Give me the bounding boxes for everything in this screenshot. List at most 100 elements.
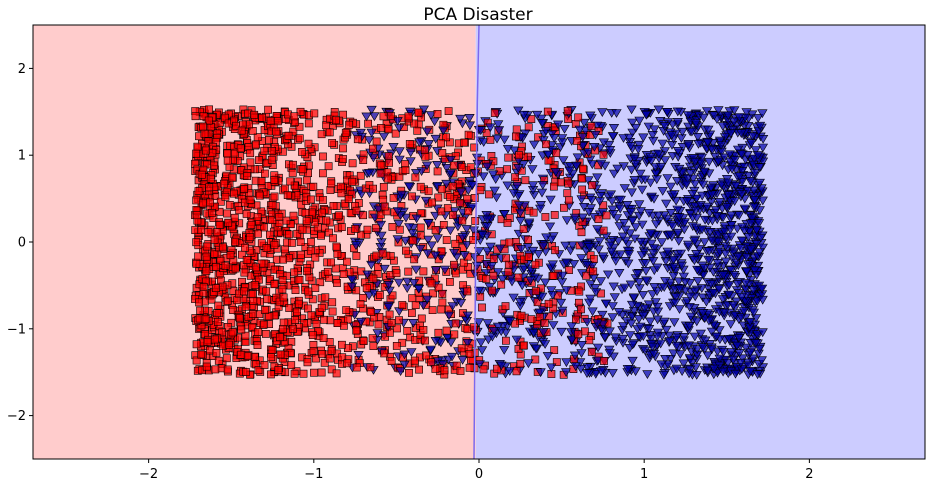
point-square — [194, 252, 202, 261]
point-triangle — [736, 190, 747, 199]
point-triangle — [437, 360, 449, 369]
point-triangle — [369, 112, 380, 122]
point-square — [228, 328, 237, 337]
point-triangle — [561, 358, 572, 368]
point-triangle — [493, 126, 505, 135]
point-square — [249, 309, 257, 318]
point-triangle — [541, 233, 552, 243]
point-square — [401, 246, 410, 255]
point-square — [267, 353, 276, 362]
point-triangle — [608, 210, 619, 219]
point-square — [215, 221, 224, 229]
point-square — [521, 176, 530, 185]
point-triangle — [725, 129, 736, 139]
point-square — [298, 165, 307, 174]
point-square — [303, 267, 311, 276]
point-triangle — [717, 295, 729, 304]
point-triangle — [532, 110, 543, 120]
point-square — [445, 277, 454, 286]
point-triangle — [396, 190, 407, 200]
point-square — [236, 144, 245, 153]
point-square — [379, 183, 388, 191]
point-triangle — [607, 132, 619, 142]
point-square — [292, 307, 301, 316]
point-square — [270, 176, 279, 184]
point-triangle — [607, 302, 618, 311]
point-triangle — [708, 364, 720, 374]
point-square — [416, 182, 425, 191]
point-triangle — [666, 131, 677, 140]
point-triangle — [584, 298, 595, 308]
point-square — [438, 149, 447, 157]
point-triangle — [625, 142, 636, 151]
point-triangle — [636, 251, 648, 260]
point-triangle — [729, 270, 740, 280]
point-square — [205, 105, 213, 114]
point-square — [449, 211, 457, 219]
point-square — [375, 291, 384, 299]
point-triangle — [701, 297, 712, 307]
point-triangle — [697, 191, 708, 201]
point-square — [544, 299, 553, 308]
point-triangle — [671, 341, 682, 351]
point-triangle — [629, 154, 640, 164]
point-square — [248, 127, 257, 135]
point-square — [585, 336, 594, 345]
point-square — [463, 194, 471, 203]
point-square — [254, 328, 263, 336]
point-square — [424, 187, 433, 196]
point-triangle — [745, 177, 756, 186]
point-triangle — [689, 237, 700, 246]
point-square — [237, 325, 246, 334]
point-triangle — [639, 175, 651, 185]
point-triangle — [746, 214, 758, 224]
point-triangle — [657, 187, 668, 196]
point-square — [247, 220, 256, 229]
point-triangle — [490, 175, 501, 184]
point-triangle — [485, 123, 496, 133]
point-triangle — [618, 219, 630, 228]
point-triangle — [726, 221, 737, 230]
point-triangle — [691, 371, 702, 380]
point-square — [420, 146, 429, 154]
point-square — [321, 293, 330, 302]
point-square — [192, 259, 201, 268]
point-triangle — [478, 138, 489, 147]
point-triangle — [400, 236, 411, 246]
point-square — [222, 354, 231, 363]
point-triangle — [445, 169, 456, 178]
point-triangle — [697, 308, 709, 318]
point-square — [309, 346, 318, 355]
point-triangle — [652, 302, 663, 312]
point-triangle — [635, 322, 646, 332]
point-triangle — [717, 122, 729, 131]
point-triangle — [404, 107, 416, 117]
point-triangle — [743, 233, 754, 242]
point-square — [308, 208, 316, 217]
point-square — [216, 197, 225, 206]
point-triangle — [607, 313, 618, 323]
point-square — [308, 295, 317, 304]
point-square — [376, 169, 385, 178]
point-triangle — [637, 291, 649, 300]
point-square — [237, 126, 246, 135]
point-triangle — [626, 165, 637, 175]
point-square — [524, 252, 533, 261]
point-triangle — [470, 169, 481, 179]
point-square — [275, 297, 284, 306]
point-square — [337, 340, 346, 349]
point-square — [415, 365, 423, 374]
point-triangle — [491, 134, 503, 144]
point-triangle — [570, 362, 581, 372]
point-square — [411, 173, 420, 182]
point-triangle — [748, 308, 759, 318]
point-triangle — [530, 344, 542, 354]
point-square — [327, 179, 336, 188]
point-triangle — [373, 205, 384, 215]
point-square — [237, 350, 246, 359]
point-triangle — [742, 260, 754, 270]
point-triangle — [658, 370, 670, 380]
point-square — [261, 306, 269, 314]
point-square — [482, 129, 491, 137]
point-square — [231, 264, 240, 273]
